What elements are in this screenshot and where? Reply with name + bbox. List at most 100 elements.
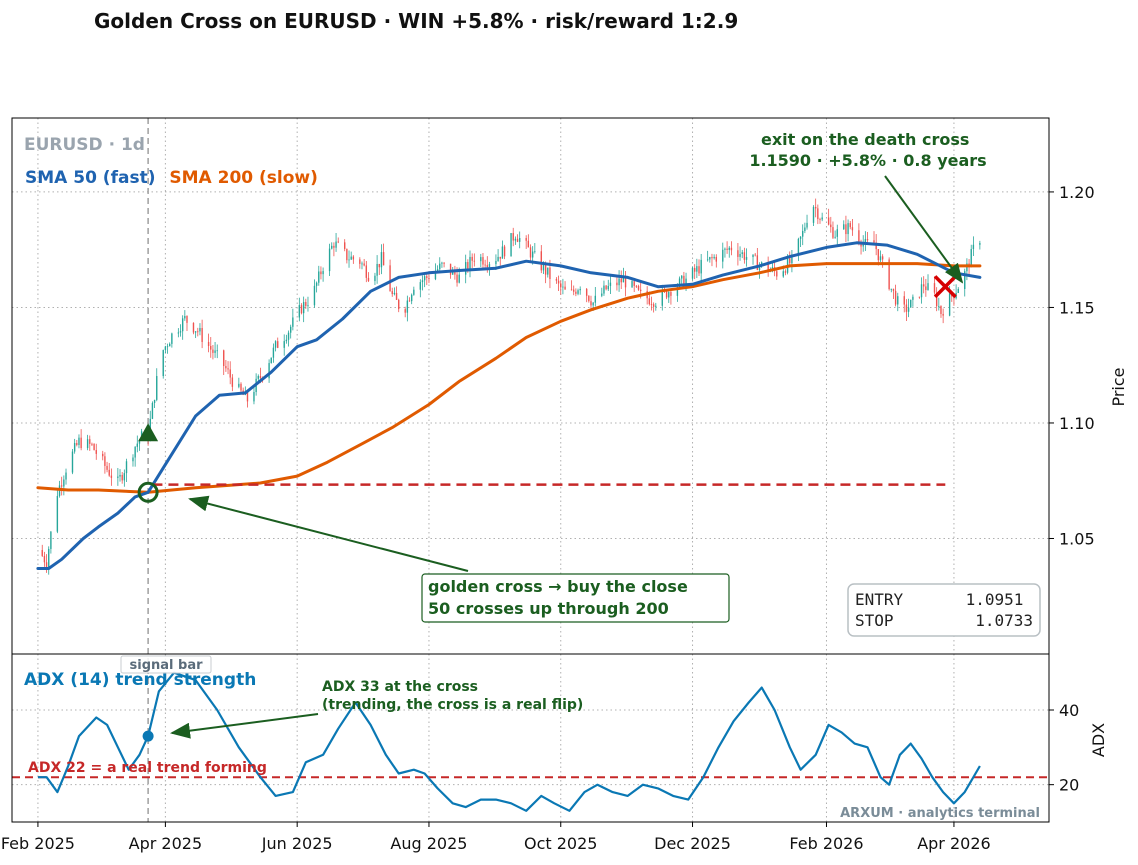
exit-annotation-line-1: exit on the death cross: [761, 130, 969, 149]
candle-body: [845, 224, 847, 235]
candle-body: [469, 256, 471, 270]
candle-body: [73, 443, 76, 452]
candle-body: [125, 461, 128, 474]
candle-body: [495, 260, 497, 265]
watermark: ARXUM · analytics terminal: [840, 806, 1040, 821]
candle-body: [527, 240, 530, 248]
candle-body: [121, 474, 123, 481]
candle-body: [832, 227, 834, 238]
x-tick-label: Feb 2026: [789, 834, 863, 853]
candle-body: [851, 227, 854, 231]
candle-body: [577, 290, 579, 294]
exit-annotation-line-2: 1.1590 · +5.8% · 0.8 years: [749, 151, 986, 170]
candle-body: [60, 485, 63, 487]
candle-body: [350, 256, 352, 260]
candle-body: [374, 275, 376, 282]
candle-body: [428, 277, 430, 280]
candle-body: [89, 439, 91, 444]
candle-body: [117, 476, 119, 478]
candle-body: [71, 451, 74, 473]
candle-body: [534, 251, 536, 253]
candle-body: [315, 282, 318, 286]
candle-body: [45, 562, 48, 568]
candle-body: [136, 443, 139, 447]
candle-body: [162, 350, 164, 377]
candle-body: [540, 251, 543, 271]
candle-body: [706, 259, 709, 261]
x-tick-label: Oct 2025: [524, 834, 597, 853]
candle-body: [806, 222, 808, 228]
candle-body: [240, 383, 242, 391]
candle-body: [681, 275, 683, 279]
candle-body: [875, 242, 877, 250]
candle-body: [65, 472, 67, 480]
candle-body: [283, 341, 285, 348]
candle-body: [890, 288, 892, 290]
candle-body: [726, 248, 728, 250]
adx-threshold-label: ADX 22 = a real trend forming: [28, 760, 267, 776]
axes: Feb 2025 Apr 2025 Jun 2025 Aug 2025 Oct 2025…: [1, 183, 1095, 853]
candle-body: [488, 264, 491, 267]
candle-body: [441, 262, 443, 264]
candle-body: [421, 280, 424, 283]
candle-body: [86, 439, 89, 449]
candle-body: [877, 249, 880, 261]
candle-body: [709, 257, 711, 260]
candle-body: [516, 238, 519, 242]
candle-body: [313, 285, 316, 306]
candle-body: [933, 283, 936, 293]
candle-body: [789, 258, 791, 264]
candle-body: [713, 256, 715, 259]
entry-marker: [138, 423, 159, 442]
candle-body: [246, 391, 249, 402]
candle-body: [344, 242, 346, 249]
candle-body: [691, 267, 694, 279]
candle-body: [737, 250, 739, 257]
candle-body: [192, 322, 195, 333]
candle-body: [458, 274, 460, 283]
candle-body: [873, 240, 875, 243]
candle-body: [439, 263, 441, 270]
chart-title: Golden Cross on EURUSD · WIN +5.8% · ris…: [94, 9, 739, 33]
candle-body: [605, 285, 607, 290]
candle-body: [216, 350, 218, 352]
candle-body: [119, 474, 121, 477]
candle-body: [592, 302, 594, 306]
candle-body: [922, 284, 925, 287]
candle-body: [333, 245, 335, 248]
candle-body: [367, 277, 370, 282]
candle-body: [514, 238, 517, 241]
candle-body: [423, 276, 426, 281]
golden-cross-marker: [137, 481, 159, 503]
candle-body: [274, 341, 277, 348]
candle-body: [938, 306, 940, 307]
candle-body: [106, 465, 108, 470]
candle-body: [685, 278, 687, 288]
candle-body: [827, 217, 830, 225]
y-axis-title-price: Price: [1109, 367, 1128, 406]
candle-body: [413, 289, 415, 295]
candle-body: [177, 332, 180, 334]
y-tick-label-price: 1.10: [1059, 414, 1095, 433]
candle-body: [767, 262, 769, 272]
candle-body: [879, 256, 882, 261]
signal-bar-box: [120, 655, 212, 674]
candle-body: [715, 256, 717, 262]
candle-body: [78, 437, 80, 445]
candle-body: [214, 350, 216, 353]
candle-body: [186, 315, 188, 323]
candle-body: [912, 296, 914, 300]
candle-body: [322, 271, 324, 275]
candle-body: [693, 267, 696, 272]
candle-body: [881, 256, 884, 260]
exit-annotation-arrow: [884, 175, 964, 284]
candle-body: [434, 271, 437, 280]
candle-body: [964, 271, 966, 290]
candle-body: [231, 377, 234, 387]
y-tick-label-price: 1.05: [1059, 529, 1095, 548]
x-tick-label: Apr 2026: [917, 834, 990, 853]
legend-sma-slow: SMA 200 (slow): [169, 168, 318, 188]
candle-body: [754, 254, 756, 256]
candle-body: [579, 288, 581, 291]
candle-body: [181, 318, 184, 332]
